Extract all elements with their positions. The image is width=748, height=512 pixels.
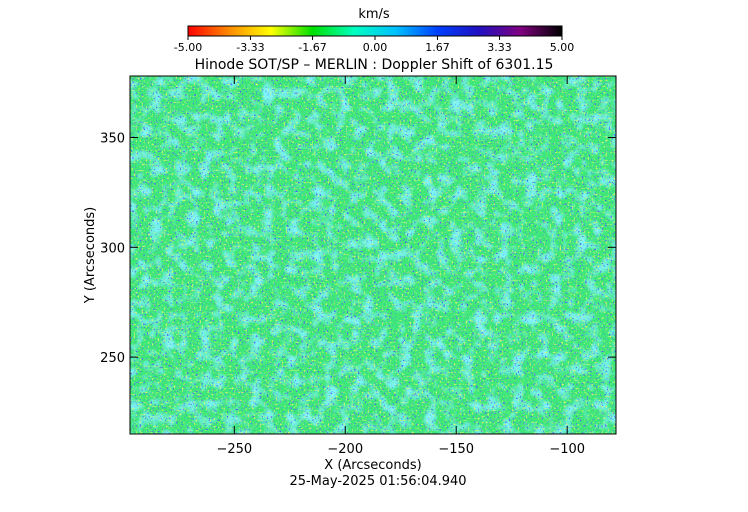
timestamp: 25-May-2025 01:56:04.940 — [289, 474, 466, 489]
doppler-heatmap — [130, 76, 616, 434]
x-axis-label: X (Arcseconds) — [324, 458, 421, 473]
colorbar-tick-label: 1.67 — [425, 41, 450, 54]
colorbar-tick-label: -1.67 — [298, 41, 326, 54]
y-tick-label: 250 — [100, 351, 125, 366]
y-axis-label: Y (Arcseconds) — [83, 207, 98, 304]
plot-frame — [129, 75, 617, 435]
colorbar-tick-label: 0.00 — [363, 41, 388, 54]
y-tick-label: 300 — [100, 241, 125, 256]
chart-title: Hinode SOT/SP – MERLIN : Doppler Shift o… — [195, 57, 554, 73]
colorbar-tick-label: -3.33 — [236, 41, 264, 54]
colorbar-tick-label: -5.00 — [174, 41, 202, 54]
colorbar — [187, 25, 563, 37]
x-tick-label: −150 — [438, 442, 474, 457]
y-axis-ticks: 250 300 350 — [100, 131, 616, 366]
colorbar-tick-label: 5.00 — [550, 41, 575, 54]
y-tick-label: 350 — [100, 131, 125, 146]
colorbar-ticks: -5.00 -3.33 -1.67 0.00 1.67 3.33 5.00 — [174, 36, 574, 54]
x-tick-label: −200 — [327, 442, 363, 457]
x-tick-label: −100 — [549, 442, 585, 457]
colorbar-unit: km/s — [358, 7, 390, 22]
x-tick-label: −250 — [216, 442, 252, 457]
x-axis-ticks: −250 −200 −150 −100 — [216, 76, 585, 457]
colorbar-tick-label: 3.33 — [487, 41, 512, 54]
